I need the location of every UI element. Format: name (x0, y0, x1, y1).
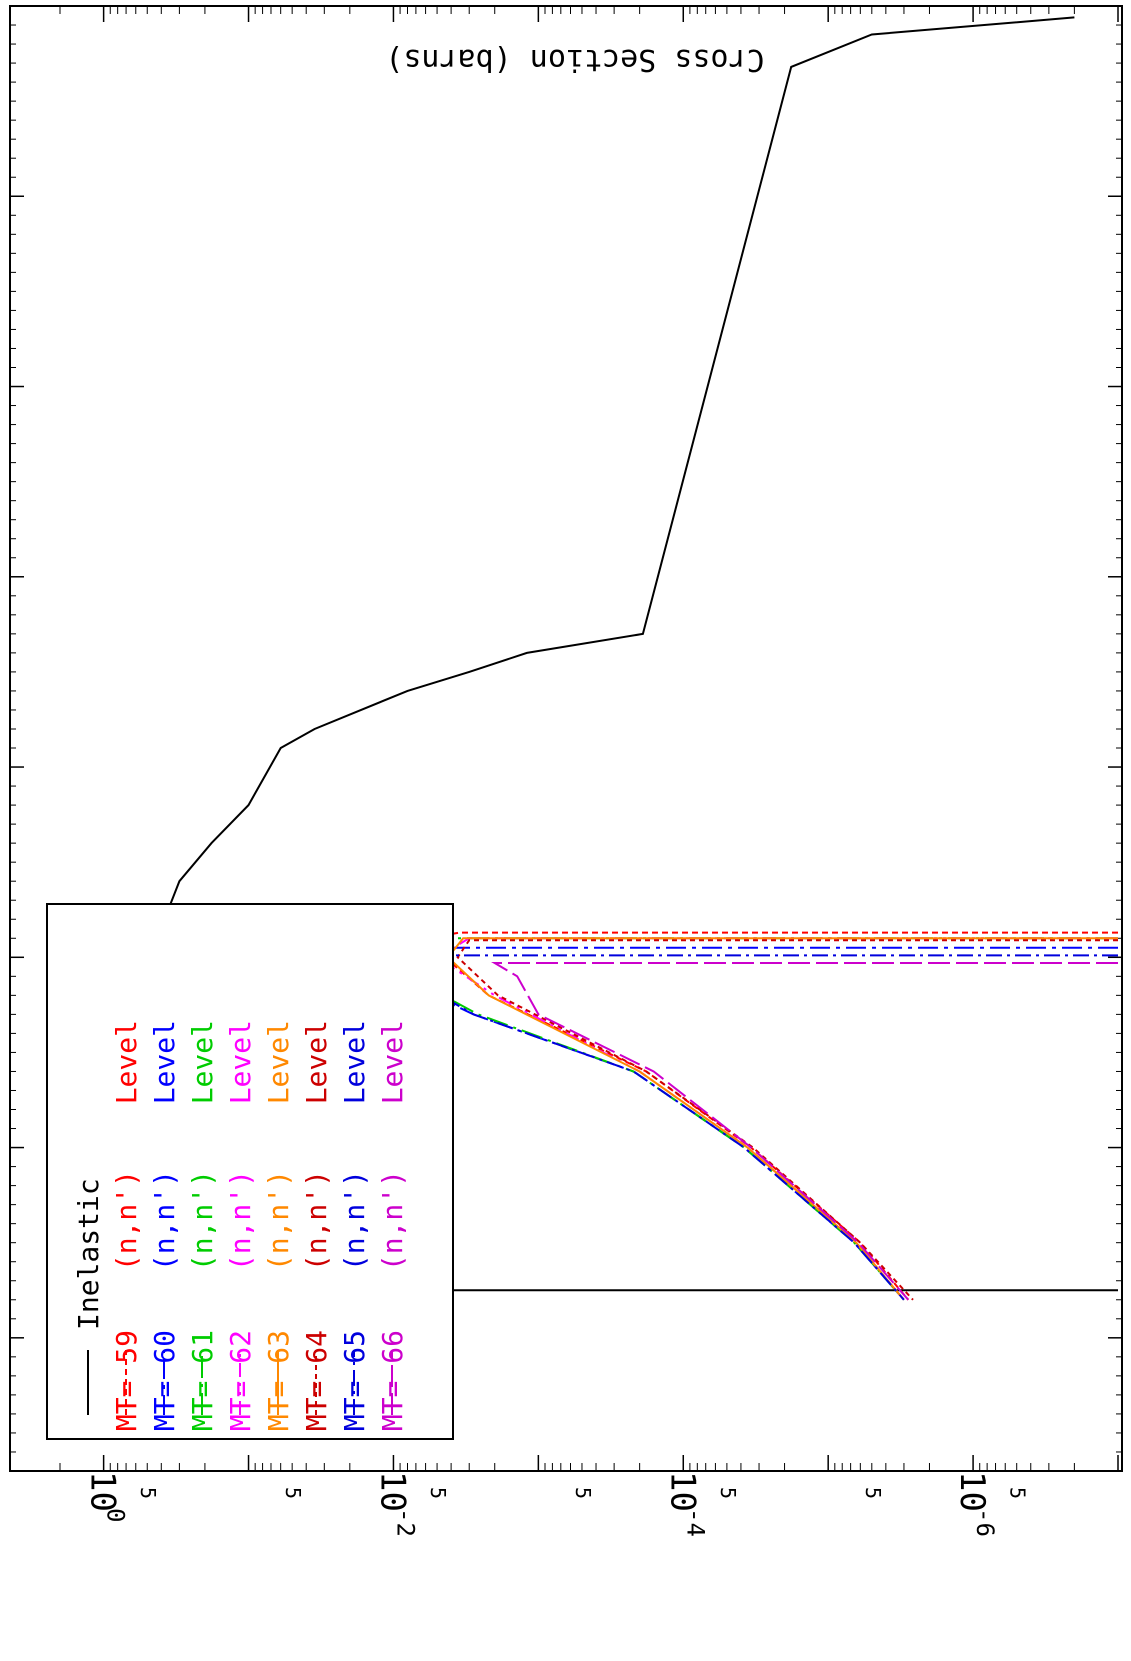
legend-label-part: Level (376, 1020, 409, 1104)
legend-entry: MT= 62 (n,n') Level (224, 1020, 257, 1431)
y-minor-label: 5 (281, 1487, 305, 1499)
y-minor-label: 5 (136, 1487, 160, 1499)
y-tick-label-exp: -4 (681, 1508, 709, 1537)
y-minor-label: 5 (1006, 1487, 1030, 1499)
legend-entry: MT= 65 (n,n') Level (338, 1020, 371, 1431)
legend-label-part: (n,n') (110, 1170, 143, 1271)
legend-label-part: Level (224, 1020, 257, 1104)
y-axis-label: Cross Section (barns) (385, 42, 764, 77)
legend-label-part: MT= 64 (300, 1330, 333, 1431)
legend-label: Inelastic (72, 1178, 105, 1330)
legend-label-part: Level (300, 1020, 333, 1104)
legend-label-part: (n,n') (224, 1170, 257, 1271)
plot-frame (9, 5, 1123, 1472)
y-minor-label: 5 (426, 1487, 450, 1499)
legend-label-part: MT= 66 (376, 1330, 409, 1431)
legend-label-part: (n,n') (376, 1170, 409, 1271)
legend-label-part: (n,n') (262, 1170, 295, 1271)
y-minor-label-text: 5 (1006, 1487, 1030, 1499)
series-line-60 (361, 946, 1118, 1301)
series-line-63 (446, 937, 1118, 1301)
y-tick-label-exp: -6 (971, 1508, 999, 1537)
legend-label-part: Level (110, 1020, 143, 1104)
y-minor-label-text: 5 (571, 1487, 595, 1499)
y-tick-label-base: 10 (662, 1471, 702, 1512)
series-line-64 (456, 939, 1118, 1301)
legend-entry: MT= 59 (n,n') Level (110, 1020, 143, 1431)
legend-label-part: MT= 65 (338, 1330, 371, 1431)
y-minor-label-text: 5 (281, 1487, 305, 1499)
y-tick-label: 10-6 (952, 1471, 999, 1537)
y-minor-label: 5 (861, 1487, 885, 1499)
legend-entry: MT= 60 (n,n') Level (148, 1020, 181, 1431)
legend-label-part: MT= 59 (110, 1330, 143, 1431)
y-tick-label-exp: -2 (391, 1508, 419, 1537)
series-line-61 (385, 937, 1118, 1301)
series-line-62 (435, 937, 1118, 1301)
legend-label-part: MT= 62 (224, 1330, 257, 1431)
y-tick-label: 10-2 (372, 1471, 419, 1537)
series-line-66 (491, 962, 1118, 1301)
y-tick-label-base: 10 (372, 1471, 412, 1512)
legend-entry: Inelastic (72, 1178, 105, 1330)
y-tick-label: 10-4 (662, 1471, 709, 1537)
legend-label-part: MT= 60 (148, 1330, 181, 1431)
legend-entry: MT= 61 (n,n') Level (186, 1020, 219, 1431)
legend-entry: MT= 63 (n,n') Level (262, 1020, 295, 1431)
legend-label-part: (n,n') (300, 1170, 333, 1271)
legend-label-part: (n,n') (338, 1170, 371, 1271)
legend-entry: MT= 66 (n,n') Level (376, 1020, 409, 1431)
series-line-65 (379, 954, 1118, 1301)
legend-label-part: MT= 61 (186, 1330, 219, 1431)
legend-label-part: Level (338, 1020, 371, 1104)
y-minor-label: 5 (716, 1487, 740, 1499)
y-tick-label-base: 10 (952, 1471, 992, 1512)
y-minor-label-text: 5 (426, 1487, 450, 1499)
y-minor-label: 5 (571, 1487, 595, 1499)
y-tick-label: 100 (83, 1471, 130, 1522)
series-line-59 (423, 931, 1118, 1301)
legend-label-part: (n,n') (148, 1170, 181, 1271)
legend-entry: MT= 64 (n,n') Level (300, 1020, 333, 1431)
legend-label-part: Level (186, 1020, 219, 1104)
y-minor-label-text: 5 (716, 1487, 740, 1499)
legend-label-part: Level (148, 1020, 181, 1104)
legend-label-part: (n,n') (186, 1170, 219, 1271)
y-minor-label-text: 5 (136, 1487, 160, 1499)
legend-box (46, 903, 454, 1440)
y-tick-label-exp: 0 (102, 1508, 130, 1522)
y-tick-label-base: 10 (83, 1471, 123, 1512)
legend-label-part: MT= 63 (262, 1330, 295, 1431)
legend-label-part: Level (262, 1020, 295, 1104)
y-minor-label-text: 5 (861, 1487, 885, 1499)
